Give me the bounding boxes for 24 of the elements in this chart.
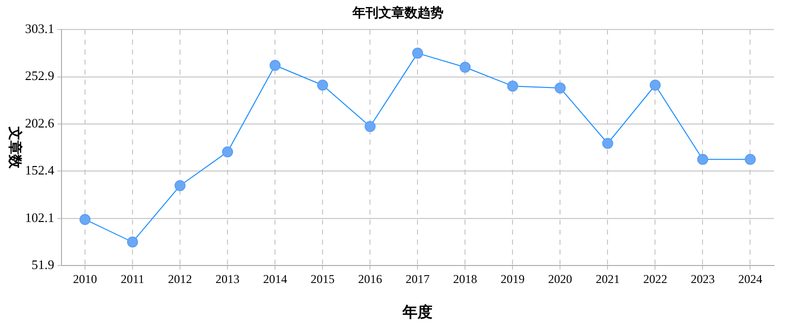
y-tick-label: 102.1 (25, 210, 54, 225)
x-tick-label: 2015 (310, 272, 335, 286)
y-tick-label: 252.9 (25, 68, 54, 84)
y-tick-label: 202.6 (25, 115, 55, 130)
x-tick-label: 2014 (263, 272, 288, 286)
x-axis-title: 年度 (402, 302, 433, 321)
x-tick-label: 2010 (73, 272, 98, 286)
x-tick-label: 2022 (643, 272, 668, 286)
x-tick-label: 2020 (548, 272, 572, 286)
chart-title: 年刊文章数趋势 (352, 5, 444, 20)
x-tick-label: 2019 (500, 272, 525, 286)
x-tick-label: 2021 (596, 272, 620, 286)
x-tick-label: 2016 (358, 272, 382, 286)
x-tick-label: 2018 (453, 272, 478, 286)
x-tick-label: 2023 (690, 272, 715, 286)
x-tick-label: 2012 (168, 272, 192, 286)
x-tick-label: 2017 (406, 272, 430, 286)
x-tick-label: 2013 (216, 272, 240, 286)
x-tick-label: 2024 (738, 272, 762, 286)
y-axis-title: 文章数 (6, 126, 24, 170)
y-tick-label: 303.1 (25, 21, 54, 36)
x-tick-label: 2011 (120, 272, 144, 286)
y-tick-label: 51.9 (32, 257, 54, 272)
y-tick-label: 152.4 (25, 162, 55, 178)
